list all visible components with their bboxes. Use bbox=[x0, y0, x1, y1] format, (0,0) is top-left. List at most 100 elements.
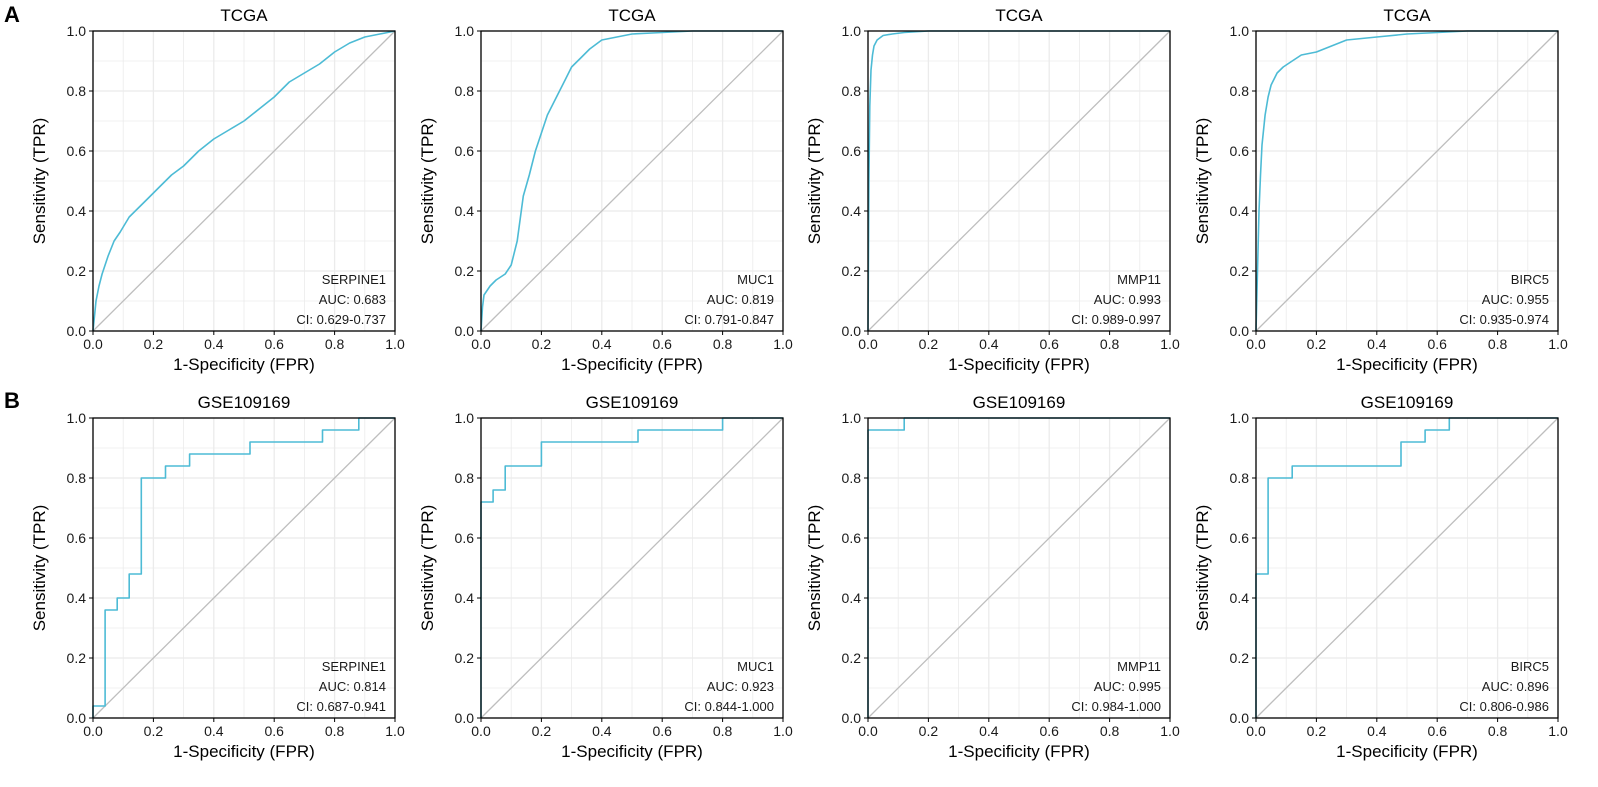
y-tick-label: 0.4 bbox=[1230, 590, 1250, 606]
y-tick-label: 0.2 bbox=[455, 263, 475, 279]
x-tick-label: 0.8 bbox=[1488, 336, 1508, 352]
plot-frame bbox=[1255, 30, 1559, 332]
y-tick-label: 0.4 bbox=[67, 203, 87, 219]
gene-label: SERPINE1 bbox=[322, 272, 386, 287]
plot-frame bbox=[1255, 417, 1559, 719]
gene-label: SERPINE1 bbox=[322, 659, 386, 674]
x-axis-label: 1-Specificity (FPR) bbox=[948, 355, 1090, 374]
plot-frame bbox=[480, 417, 784, 719]
y-tick-label: 0.0 bbox=[842, 710, 862, 726]
x-tick-label: 0.0 bbox=[471, 336, 491, 352]
roc-curve bbox=[92, 30, 396, 332]
x-tick-label: 0.4 bbox=[1367, 336, 1387, 352]
x-tick-label: 0.2 bbox=[532, 336, 552, 352]
y-tick-label: 0.8 bbox=[1230, 470, 1250, 486]
y-tick-label: 0.6 bbox=[1230, 530, 1250, 546]
y-axis-label: Sensitivity (TPR) bbox=[418, 118, 437, 245]
ci-label: CI: 0.629-0.737 bbox=[296, 312, 386, 327]
y-tick-label: 0.2 bbox=[455, 650, 475, 666]
x-axis-label: 1-Specificity (FPR) bbox=[561, 355, 703, 374]
x-tick-label: 0.8 bbox=[713, 723, 733, 739]
auc-label: AUC: 0.819 bbox=[707, 292, 774, 307]
chart-title: GSE109169 bbox=[973, 393, 1066, 412]
panel-label-b: B bbox=[4, 388, 20, 413]
y-tick-label: 0.0 bbox=[67, 710, 87, 726]
x-tick-label: 0.4 bbox=[204, 336, 224, 352]
roc-panel-7: 0.00.0 0.2 0.2 0.4 0.4 0.6 0.6 0.8 0.8 1.0 1.0 GSE1… bbox=[805, 393, 1180, 761]
reference-diagonal bbox=[867, 30, 1171, 332]
ci-label: CI: 0.844-1.000 bbox=[684, 699, 774, 714]
x-tick-label: 0.6 bbox=[264, 336, 284, 352]
y-tick-label: 1.0 bbox=[842, 23, 862, 39]
plot-frame bbox=[92, 417, 396, 719]
y-axis-label: Sensitivity (TPR) bbox=[1193, 505, 1212, 632]
y-tick-label: 0.8 bbox=[67, 83, 87, 99]
x-tick-label: 0.4 bbox=[592, 723, 612, 739]
x-tick-label: 0.6 bbox=[1427, 723, 1447, 739]
roc-panel-1: 0.00.0 0.2 0.2 0.4 0.4 0.6 0.6 0.8 0.8 1.0 1.0 TCGA… bbox=[30, 6, 405, 374]
y-tick-label: 0.4 bbox=[842, 203, 862, 219]
x-tick-label: 0.8 bbox=[1100, 723, 1120, 739]
auc-label: AUC: 0.955 bbox=[1482, 292, 1549, 307]
y-tick-label: 0.8 bbox=[1230, 83, 1250, 99]
gene-label: BIRC5 bbox=[1511, 659, 1549, 674]
gene-label: MMP11 bbox=[1117, 272, 1161, 287]
gene-label: BIRC5 bbox=[1511, 272, 1549, 287]
x-tick-label: 0.2 bbox=[144, 336, 164, 352]
y-tick-label: 0.8 bbox=[67, 470, 87, 486]
x-axis-label: 1-Specificity (FPR) bbox=[561, 742, 703, 761]
x-tick-label: 1.0 bbox=[1160, 336, 1180, 352]
plot-frame bbox=[867, 30, 1171, 332]
x-tick-label: 0.6 bbox=[1427, 336, 1447, 352]
x-tick-label: 0.6 bbox=[264, 723, 284, 739]
y-tick-label: 0.4 bbox=[67, 590, 87, 606]
ci-label: CI: 0.791-0.847 bbox=[684, 312, 774, 327]
y-axis-label: Sensitivity (TPR) bbox=[418, 505, 437, 632]
roc-curve bbox=[480, 30, 783, 332]
x-tick-label: 1.0 bbox=[1548, 336, 1568, 352]
x-tick-label: 0.6 bbox=[652, 723, 672, 739]
y-tick-label: 0.6 bbox=[842, 143, 862, 159]
x-axis-label: 1-Specificity (FPR) bbox=[173, 742, 315, 761]
y-tick-label: 0.6 bbox=[842, 530, 862, 546]
x-tick-label: 0.0 bbox=[1246, 336, 1266, 352]
y-tick-label: 0.6 bbox=[455, 530, 475, 546]
x-tick-label: 0.2 bbox=[532, 723, 552, 739]
plot-frame bbox=[480, 30, 784, 332]
x-tick-label: 1.0 bbox=[773, 336, 793, 352]
plot-frame bbox=[867, 417, 1171, 719]
y-tick-label: 1.0 bbox=[455, 23, 475, 39]
y-tick-label: 0.6 bbox=[1230, 143, 1250, 159]
roc-panel-8: 0.00.0 0.2 0.2 0.4 0.4 0.6 0.6 0.8 0.8 1.0 1.0 GSE1… bbox=[1193, 393, 1568, 761]
y-tick-label: 0.8 bbox=[842, 470, 862, 486]
chart-title: GSE109169 bbox=[1361, 393, 1454, 412]
y-axis-label: Sensitivity (TPR) bbox=[805, 118, 824, 245]
y-tick-label: 0.8 bbox=[455, 470, 475, 486]
x-tick-label: 0.8 bbox=[1100, 336, 1120, 352]
y-tick-label: 0.2 bbox=[67, 263, 87, 279]
reference-diagonal bbox=[92, 30, 396, 332]
x-tick-label: 0.0 bbox=[858, 723, 878, 739]
x-tick-label: 1.0 bbox=[773, 723, 793, 739]
x-tick-label: 1.0 bbox=[1160, 723, 1180, 739]
x-tick-label: 0.2 bbox=[1307, 336, 1327, 352]
x-tick-label: 0.4 bbox=[592, 336, 612, 352]
y-tick-label: 0.8 bbox=[842, 83, 862, 99]
y-tick-label: 1.0 bbox=[1230, 23, 1250, 39]
reference-diagonal bbox=[92, 417, 396, 719]
x-tick-label: 0.0 bbox=[83, 336, 103, 352]
ci-label: CI: 0.989-0.997 bbox=[1071, 312, 1161, 327]
y-tick-label: 1.0 bbox=[67, 410, 87, 426]
roc-panel-3: 0.00.0 0.2 0.2 0.4 0.4 0.6 0.6 0.8 0.8 1.0 1.0 TCGA… bbox=[805, 6, 1180, 374]
gene-label: MUC1 bbox=[737, 272, 774, 287]
chart-title: GSE109169 bbox=[198, 393, 291, 412]
x-tick-label: 0.4 bbox=[204, 723, 224, 739]
y-tick-label: 0.6 bbox=[67, 530, 87, 546]
x-tick-label: 1.0 bbox=[385, 723, 405, 739]
y-tick-label: 1.0 bbox=[67, 23, 87, 39]
roc-panel-2: 0.00.0 0.2 0.2 0.4 0.4 0.6 0.6 0.8 0.8 1.0 1.0 TCGA… bbox=[418, 6, 793, 374]
x-tick-label: 0.2 bbox=[919, 336, 939, 352]
chart-title: TCGA bbox=[995, 6, 1043, 25]
plot-frame bbox=[92, 30, 396, 332]
